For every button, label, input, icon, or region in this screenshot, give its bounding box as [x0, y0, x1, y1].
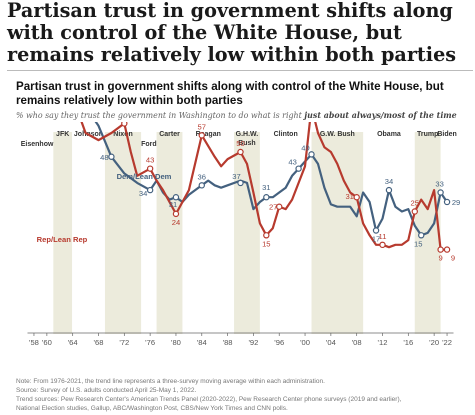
- data-point: [437, 189, 444, 196]
- data-label: 15: [262, 239, 270, 248]
- president-band: [156, 132, 183, 334]
- x-tick-label: '96: [274, 338, 284, 347]
- data-point: [295, 165, 302, 172]
- data-point: [418, 232, 425, 239]
- data-point: [198, 132, 205, 139]
- president-band: [53, 132, 73, 334]
- president-label: Carter: [159, 131, 180, 138]
- data-point: [353, 194, 360, 201]
- divider: [7, 70, 473, 71]
- data-point: [276, 203, 283, 210]
- data-label: 49: [301, 143, 309, 152]
- data-point: [146, 165, 154, 172]
- data-label: 33: [435, 179, 443, 188]
- x-tick-label: '00: [300, 338, 310, 347]
- data-point: [308, 151, 315, 158]
- president-label: Obama: [377, 131, 401, 138]
- data-point: [372, 227, 380, 234]
- data-label: 31: [345, 192, 353, 201]
- data-point: [263, 194, 270, 201]
- subtitle-emphasis: just about always/most of the time: [304, 111, 457, 120]
- x-tick-label: '20: [429, 338, 439, 347]
- x-tick-label: '76: [145, 338, 155, 347]
- x-tick-label: '58: [29, 338, 39, 347]
- x-tick-label: '92: [248, 338, 258, 347]
- series-name-label: Rep/Lean Rep: [37, 235, 88, 244]
- x-tick-label: '60: [42, 338, 52, 347]
- data-point: [385, 186, 393, 194]
- data-point: [146, 186, 154, 194]
- notes: Note: From 1976-2021, the trend line rep…: [16, 377, 471, 413]
- x-tick-label: '08: [352, 338, 362, 347]
- x-tick-label: '84: [197, 338, 207, 347]
- x-tick-label: '72: [119, 338, 129, 347]
- president-label: Eisenhower: [21, 141, 61, 148]
- president-label: G.H.W. Bush: [236, 131, 259, 147]
- data-label: 9: [451, 254, 455, 263]
- data-label: 34: [385, 177, 393, 186]
- data-point: [379, 241, 386, 249]
- x-tick-label: '22: [442, 338, 452, 347]
- data-point: [108, 153, 115, 160]
- x-tick-label: '04: [326, 338, 336, 347]
- data-point: [237, 148, 244, 156]
- series-line: [80, 122, 449, 251]
- data-point: [411, 208, 418, 215]
- data-label: 36: [198, 172, 206, 181]
- x-tick-label: '68: [94, 338, 104, 347]
- data-point: [172, 210, 180, 218]
- trend-sources-line: National Election studies, Gallup, ABC/W…: [16, 405, 288, 412]
- president-label: G.W. Bush: [320, 131, 355, 138]
- headline: Partisan trust in government shifts alon…: [7, 0, 457, 66]
- president-label: Trump: [417, 131, 438, 138]
- president-label: Reagan: [196, 131, 221, 138]
- x-tick-label: '80: [171, 338, 181, 347]
- x-tick-label: '64: [68, 338, 78, 347]
- x-tick-label: '88: [223, 338, 233, 347]
- data-label: 29: [452, 198, 460, 207]
- note-line: Note: From 1976-2021, the trend line rep…: [16, 378, 325, 385]
- x-tick-label: '16: [403, 338, 413, 347]
- data-point: [121, 122, 128, 127]
- data-label: 43: [146, 156, 154, 165]
- chart-title: Partisan trust in government shifts alon…: [16, 80, 444, 107]
- president-label: Clinton: [274, 131, 298, 138]
- subtitle-text: % who say they trust the government in W…: [16, 111, 302, 120]
- president-label: Ford: [141, 141, 157, 148]
- data-label: 48: [100, 153, 108, 162]
- president-label: Biden: [437, 131, 456, 138]
- data-label: 25: [411, 199, 419, 208]
- series-name-label: Dem/Lean Dem: [117, 172, 172, 181]
- data-label: 43: [288, 158, 296, 167]
- trend-sources-line: Trend sources: Pew Research Center's Ame…: [16, 396, 402, 403]
- president-band: [104, 132, 142, 334]
- data-point: [263, 232, 270, 239]
- data-point: [172, 194, 180, 201]
- data-point: [198, 182, 205, 189]
- data-label: 34: [139, 189, 147, 198]
- data-label: 17: [372, 235, 380, 244]
- president-label: JFK: [56, 131, 69, 138]
- data-point: [437, 246, 444, 253]
- data-label: 24: [172, 218, 180, 227]
- data-label: 27: [269, 203, 277, 212]
- x-tick-label: '12: [378, 338, 388, 347]
- data-label: 57: [198, 122, 206, 131]
- data-label: 15: [414, 239, 422, 248]
- data-label: 50: [236, 139, 244, 148]
- data-label: 31: [262, 183, 270, 192]
- president-label: Nixon: [113, 131, 132, 138]
- data-label: 9: [438, 254, 442, 263]
- data-point: [443, 246, 451, 253]
- data-label: 37: [232, 172, 240, 181]
- source-line: Source: Survey of U.S. adults conducted …: [16, 387, 197, 394]
- data-point: [443, 198, 451, 206]
- data-label: 31: [169, 200, 177, 209]
- chart-subtitle: % who say they trust the government in W…: [16, 111, 471, 120]
- data-point: [237, 179, 244, 187]
- data-label: 11: [379, 232, 387, 241]
